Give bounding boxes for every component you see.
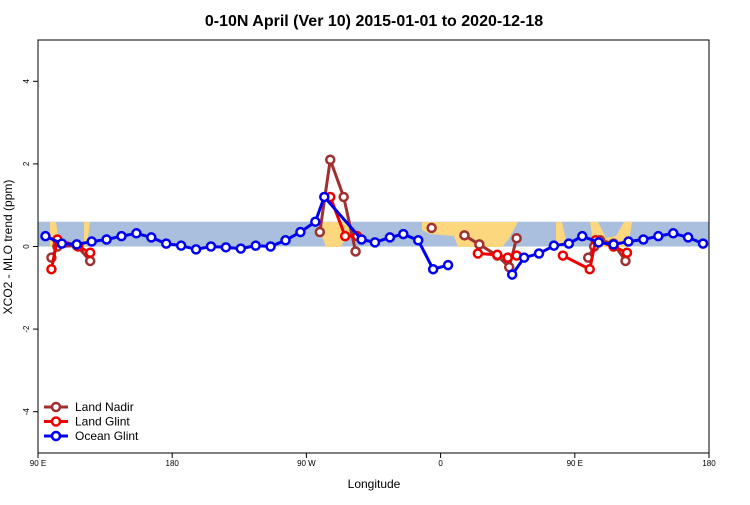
data-point	[653, 230, 664, 242]
data-point	[146, 232, 157, 243]
data-point	[426, 222, 437, 234]
data-point	[533, 248, 545, 259]
data-point	[84, 247, 96, 258]
x-tick-label: 90 E	[30, 459, 46, 468]
data-point	[295, 226, 306, 238]
data-point	[608, 239, 619, 250]
data-point	[265, 241, 276, 252]
data-point	[474, 239, 485, 250]
y-tick-label: -2	[22, 325, 31, 333]
data-point	[638, 234, 649, 245]
y-tick-label: 0	[22, 244, 31, 249]
x-axis-label: Longitude	[348, 477, 401, 491]
land-patch	[84, 222, 90, 247]
plot-lines	[40, 154, 709, 280]
data-point	[325, 154, 336, 166]
data-point	[235, 243, 247, 254]
y-tick-label: -4	[22, 408, 31, 416]
data-point	[339, 230, 351, 242]
y-tick-label: 2	[22, 161, 31, 166]
data-point	[131, 228, 142, 239]
data-point	[563, 238, 575, 249]
land-patch	[556, 222, 566, 247]
data-point	[427, 263, 439, 275]
data-point	[384, 232, 396, 243]
data-point	[412, 235, 424, 246]
data-point	[697, 238, 709, 249]
chart-title: 0-10N April (Ver 10) 2015-01-01 to 2020-…	[205, 13, 543, 30]
data-point	[350, 246, 361, 257]
data-point	[71, 239, 83, 250]
data-point	[84, 255, 96, 267]
data-point	[492, 249, 503, 261]
data-point	[40, 230, 51, 242]
data-point	[190, 244, 202, 255]
data-point	[518, 252, 530, 263]
data-point	[398, 228, 409, 240]
x-tick-label: 90 W	[297, 459, 316, 468]
data-point	[459, 230, 470, 241]
data-point	[314, 226, 326, 238]
data-point	[502, 252, 513, 263]
data-point	[356, 234, 367, 245]
data-point	[369, 237, 381, 248]
data-point	[86, 236, 97, 247]
data-point	[667, 228, 679, 239]
x-tick-label: 180	[702, 459, 716, 468]
data-point	[472, 248, 484, 259]
data-point	[442, 259, 454, 271]
legend-marker	[50, 416, 62, 427]
data-point	[548, 240, 560, 251]
x-tick-label: 0	[438, 459, 443, 468]
data-point	[46, 263, 57, 275]
data-point	[506, 269, 518, 280]
legend-marker	[50, 401, 62, 413]
data-point	[682, 232, 694, 243]
data-point	[623, 236, 634, 247]
plot-frame	[37, 39, 710, 454]
data-point	[205, 241, 217, 252]
axes: 90 E 180 90 W 0 90 E 180 -4 -2 0 2 4	[22, 79, 716, 468]
x-tick-label: 180	[166, 459, 180, 468]
data-point	[584, 263, 595, 275]
x-tick-label: 90 E	[567, 459, 583, 468]
data-point	[101, 234, 112, 245]
data-point	[250, 240, 261, 251]
legend-label: Land Glint	[75, 415, 130, 429]
y-tick-label: 4	[22, 79, 31, 84]
data-point	[160, 238, 172, 249]
data-point	[593, 237, 604, 248]
legend-label: Ocean Glint	[75, 429, 139, 443]
data-point	[557, 250, 569, 261]
data-point	[310, 216, 321, 227]
data-point	[577, 230, 588, 242]
data-point	[280, 235, 291, 246]
legend-label: Land Nadir	[75, 400, 134, 414]
data-point	[220, 242, 232, 253]
data-point	[116, 230, 127, 242]
data-point	[56, 238, 68, 249]
legend-marker	[50, 430, 62, 442]
data-point	[621, 247, 633, 258]
data-point	[338, 191, 349, 203]
land-mask	[50, 222, 632, 247]
y-axis-label: XCO2 - MLO trend (ppm)	[1, 180, 15, 315]
data-point	[319, 191, 330, 203]
series-line	[50, 159, 627, 271]
data-point	[511, 232, 522, 244]
data-point	[620, 255, 631, 267]
land-patch	[422, 222, 518, 247]
data-point	[175, 240, 187, 251]
